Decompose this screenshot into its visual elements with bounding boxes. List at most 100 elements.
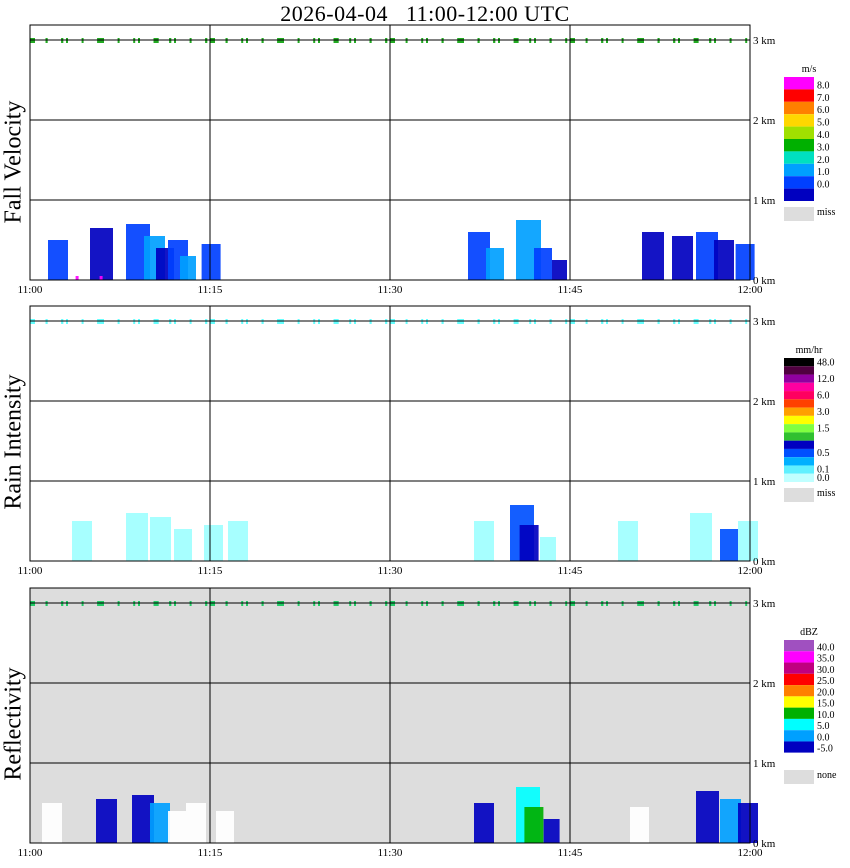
rain-intensity-legend-swatch bbox=[784, 391, 814, 400]
rain-intensity-legend-label: 0.1 bbox=[817, 465, 830, 476]
reflectivity-data-cell bbox=[630, 807, 649, 843]
reflectivity-data-cell bbox=[696, 791, 719, 843]
rain-intensity-data-cell bbox=[519, 525, 539, 561]
fall-velocity-legend-label: 1.0 bbox=[817, 167, 830, 178]
rain-intensity-ytick-label: 3 km bbox=[753, 316, 776, 328]
reflectivity-data-cell bbox=[543, 819, 560, 843]
rain-intensity-data-cell bbox=[474, 521, 494, 561]
rain-intensity-xtick-label: 11:30 bbox=[378, 565, 403, 577]
reflectivity-ytick-label: 2 km bbox=[753, 678, 776, 690]
rain-intensity-legend-label: 1.5 bbox=[817, 423, 830, 434]
rain-intensity-legend-swatch bbox=[784, 473, 814, 482]
fall-velocity-data-cell bbox=[201, 244, 221, 280]
fall-velocity-legend-swatch bbox=[784, 126, 814, 139]
reflectivity-legend-swatch bbox=[784, 718, 814, 731]
rain-intensity-legend-unit: mm/hr bbox=[796, 345, 823, 356]
reflectivity-legend-label: 30.0 bbox=[817, 665, 835, 676]
fall-velocity-data-cell bbox=[75, 276, 79, 280]
rain-intensity-data-cell bbox=[690, 513, 712, 561]
fall-velocity-legend-label: 4.0 bbox=[817, 130, 830, 141]
rain-intensity-legend-miss-swatch bbox=[784, 488, 814, 502]
fall-velocity-legend-swatch bbox=[784, 89, 814, 102]
rain-intensity-data-cell bbox=[540, 537, 556, 561]
fall-velocity-ytick-label: 3 km bbox=[753, 35, 776, 47]
reflectivity-legend-label: 40.0 bbox=[817, 642, 835, 653]
rain-intensity-data-cell bbox=[72, 521, 92, 561]
rain-intensity-legend-swatch bbox=[784, 358, 814, 367]
rain-intensity-data-cell bbox=[738, 521, 758, 561]
reflectivity-legend-miss-swatch bbox=[784, 770, 814, 784]
reflectivity-legend-swatch bbox=[784, 730, 814, 742]
reflectivity-legend-label: -5.0 bbox=[817, 744, 833, 755]
fall-velocity-data-cell bbox=[48, 240, 68, 280]
fall-velocity-data-cell bbox=[486, 248, 504, 280]
reflectivity-legend-swatch bbox=[784, 662, 814, 674]
fall-velocity-data-cell bbox=[534, 248, 552, 280]
reflectivity-legend-swatch bbox=[784, 685, 814, 697]
fall-velocity-legend-miss-swatch bbox=[784, 207, 814, 221]
reflectivity-data-cell bbox=[474, 803, 494, 843]
fall-velocity-legend-swatch bbox=[784, 101, 814, 115]
reflectivity-data-cell bbox=[216, 811, 234, 843]
rain-intensity-xtick-label: 12:00 bbox=[737, 565, 763, 577]
rain-intensity-xtick-label: 11:15 bbox=[198, 565, 223, 577]
fall-velocity-legend-swatch bbox=[784, 176, 814, 189]
fall-velocity-legend-swatch bbox=[784, 77, 814, 90]
reflectivity-legend-swatch bbox=[784, 673, 814, 686]
fall-velocity-legend-swatch bbox=[784, 114, 814, 127]
fall-velocity-xtick-label: 12:00 bbox=[737, 284, 763, 296]
reflectivity-legend-swatch bbox=[784, 651, 814, 663]
fall-velocity-legend-unit: m/s bbox=[802, 64, 817, 75]
rain-intensity-data-cell bbox=[174, 529, 192, 561]
reflectivity-data-cell bbox=[42, 803, 62, 843]
rain-intensity-legend-label: 12.0 bbox=[817, 374, 835, 385]
rain-intensity-data-cell bbox=[618, 521, 638, 561]
reflectivity-xtick-label: 11:45 bbox=[558, 847, 583, 859]
fall-velocity-data-cell bbox=[90, 228, 113, 280]
rain-intensity-data-cell bbox=[204, 525, 223, 561]
reflectivity-ytick-label: 1 km bbox=[753, 758, 776, 770]
fall-velocity-ytick-label: 1 km bbox=[753, 195, 776, 207]
reflectivity-legend-label: 25.0 bbox=[817, 676, 835, 687]
rain-intensity-legend-label: 0.0 bbox=[817, 473, 830, 484]
reflectivity-data-cell bbox=[150, 803, 170, 843]
rain-intensity-legend-swatch bbox=[784, 457, 814, 466]
reflectivity-data-cell bbox=[96, 799, 117, 843]
fall-velocity-legend-swatch bbox=[784, 188, 814, 201]
rain-intensity-legend-swatch bbox=[784, 440, 814, 449]
fall-velocity-legend-label: 7.0 bbox=[817, 93, 830, 104]
rain-intensity-data-cell bbox=[720, 529, 738, 561]
rain-intensity-legend-swatch bbox=[784, 465, 814, 474]
rain-intensity-legend-swatch bbox=[784, 407, 814, 416]
reflectivity-legend-label: 35.0 bbox=[817, 654, 835, 665]
reflectivity-legend-label: 0.0 bbox=[817, 732, 830, 743]
fall-velocity-legend-label: 8.0 bbox=[817, 80, 830, 91]
rain-intensity-legend-label: 6.0 bbox=[817, 390, 830, 401]
reflectivity-legend-unit: dBZ bbox=[800, 627, 818, 638]
rain-intensity-legend-swatch bbox=[784, 399, 814, 408]
rain-intensity-data-cell bbox=[150, 517, 171, 561]
reflectivity-xtick-label: 12:00 bbox=[737, 847, 763, 859]
fall-velocity-data-cell bbox=[468, 232, 490, 280]
reflectivity-ytick-label: 3 km bbox=[753, 598, 776, 610]
fall-velocity-xtick-label: 11:15 bbox=[198, 284, 223, 296]
reflectivity-legend-miss-label: none bbox=[817, 770, 837, 781]
rain-intensity-xtick-label: 11:45 bbox=[558, 565, 583, 577]
rain-intensity-legend-swatch bbox=[784, 366, 814, 375]
rain-intensity-legend-swatch bbox=[784, 432, 814, 441]
fall-velocity-legend-miss-label: miss bbox=[817, 207, 835, 218]
fall-velocity-frame bbox=[29, 24, 751, 281]
reflectivity-legend-label: 10.0 bbox=[817, 710, 835, 721]
rain-intensity-frame bbox=[29, 305, 751, 562]
rain-intensity-legend-swatch bbox=[784, 424, 814, 433]
fall-velocity-xtick-label: 11:30 bbox=[378, 284, 403, 296]
reflectivity-ytick-label: 0 km bbox=[753, 838, 776, 850]
fall-velocity-legend-label: 5.0 bbox=[817, 118, 830, 129]
fall-velocity-legend-swatch bbox=[784, 151, 814, 164]
fall-velocity-legend-label: 3.0 bbox=[817, 142, 830, 153]
reflectivity-legend-swatch bbox=[784, 752, 814, 764]
reflectivity-data-cell bbox=[720, 799, 741, 843]
reflectivity-data-cell bbox=[524, 807, 544, 843]
fall-velocity-legend-swatch bbox=[784, 139, 814, 152]
reflectivity-legend-label: 20.0 bbox=[817, 687, 835, 698]
